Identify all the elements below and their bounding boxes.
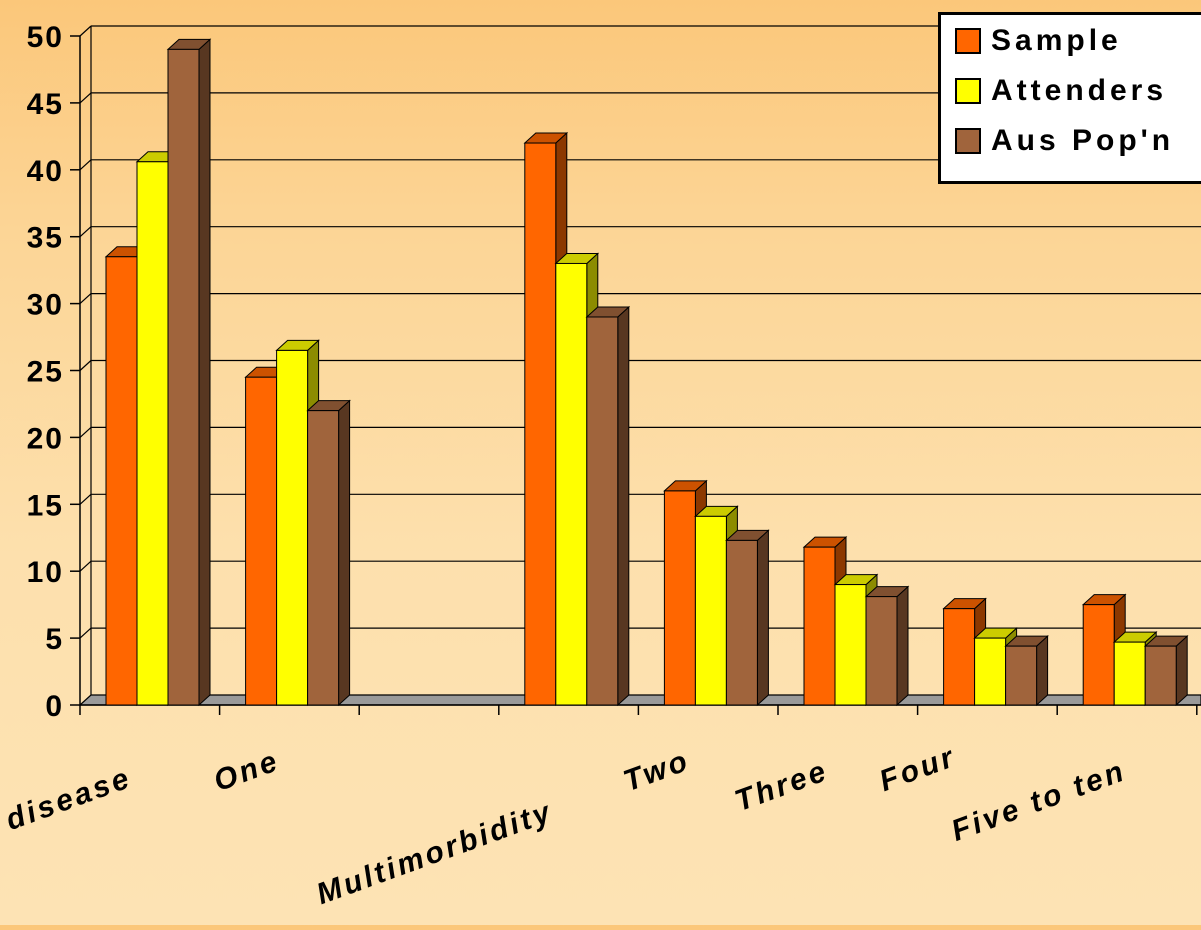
legend-label: Sample (991, 24, 1122, 57)
y-tick-label: 5 (45, 623, 64, 656)
y-tick-label: 20 (27, 422, 64, 455)
gridline-depth (79, 25, 92, 37)
bar-side (756, 529, 769, 707)
bar-side (896, 585, 909, 707)
bar-front (834, 584, 867, 706)
gridline-depth (79, 226, 92, 238)
x-tick-label: Four (875, 740, 960, 798)
bar-aus-pop-n-five-to-ten (1143, 634, 1189, 707)
bar-front (524, 142, 557, 706)
legend-swatch (955, 78, 981, 104)
bar-front (803, 546, 836, 706)
bar-front (725, 539, 758, 706)
x-tick-label: Three (731, 754, 833, 818)
bar-front (105, 256, 138, 706)
x-tick-label: Five to ten (947, 754, 1130, 848)
bar-aus-pop-n-three (864, 585, 910, 707)
gridline-depth (79, 293, 92, 305)
y-tick-label: 35 (27, 222, 64, 255)
bar-side (198, 38, 211, 707)
gridline-depth (79, 493, 92, 505)
gridline-depth (79, 360, 92, 371)
bar-side (338, 399, 351, 707)
x-tick-label: disease (2, 761, 136, 837)
bar-aus-pop-n-four (1004, 634, 1049, 707)
bar-front (555, 262, 588, 706)
bar-front (307, 410, 340, 706)
bar-front (943, 608, 976, 706)
bar-front (663, 490, 696, 706)
bar-side (617, 305, 630, 707)
bar-front (167, 48, 200, 706)
legend-swatch (955, 128, 981, 154)
bar-front (245, 376, 278, 706)
bar-front (974, 637, 1007, 706)
bar-front (1005, 645, 1038, 706)
y-tick-label: 15 (27, 489, 64, 522)
y-tick-label: 45 (27, 88, 64, 121)
x-tick-label: Multimorbidity (312, 795, 557, 911)
bar-front (694, 515, 727, 706)
y-tick-label: 50 (27, 21, 64, 54)
legend-label: Aus Pop'n (991, 124, 1175, 157)
bar-front (1082, 604, 1115, 706)
legend-label: Attenders (991, 74, 1168, 107)
legend-item: Aus Pop'n (955, 121, 1174, 161)
bar-aus-pop-n-two (725, 529, 770, 707)
bar-aus-pop-n-disease (166, 38, 212, 707)
legend: Sample Attenders Aus Pop'n (938, 12, 1201, 184)
gridline-depth (79, 627, 92, 639)
bar-side (1175, 634, 1188, 707)
legend-item: Sample (955, 21, 1122, 61)
bar-side (1036, 634, 1049, 707)
bar-front (1144, 645, 1177, 706)
bar-front (1113, 641, 1146, 706)
bar-front (276, 349, 309, 706)
legend-item: Attenders (955, 71, 1167, 111)
gridline-depth (79, 92, 92, 104)
y-tick-label: 10 (27, 556, 64, 589)
gridline-depth (79, 560, 92, 572)
y-tick-label: 25 (27, 356, 64, 389)
y-tick-label: 0 (45, 690, 64, 723)
gridline-depth (79, 426, 92, 438)
gridline-depth (79, 159, 92, 171)
bar-aus-pop-n-multimorbidity (585, 305, 631, 707)
x-tick-label: One (209, 744, 284, 798)
bar-front (586, 316, 619, 706)
y-tick-label: 40 (27, 155, 64, 188)
y-tick-label: 30 (27, 289, 64, 322)
x-tick-label: Two (619, 744, 694, 798)
bar-aus-pop-n-one (306, 399, 351, 707)
bar-front (136, 161, 169, 706)
legend-swatch (955, 28, 981, 54)
bar-front (865, 596, 898, 706)
